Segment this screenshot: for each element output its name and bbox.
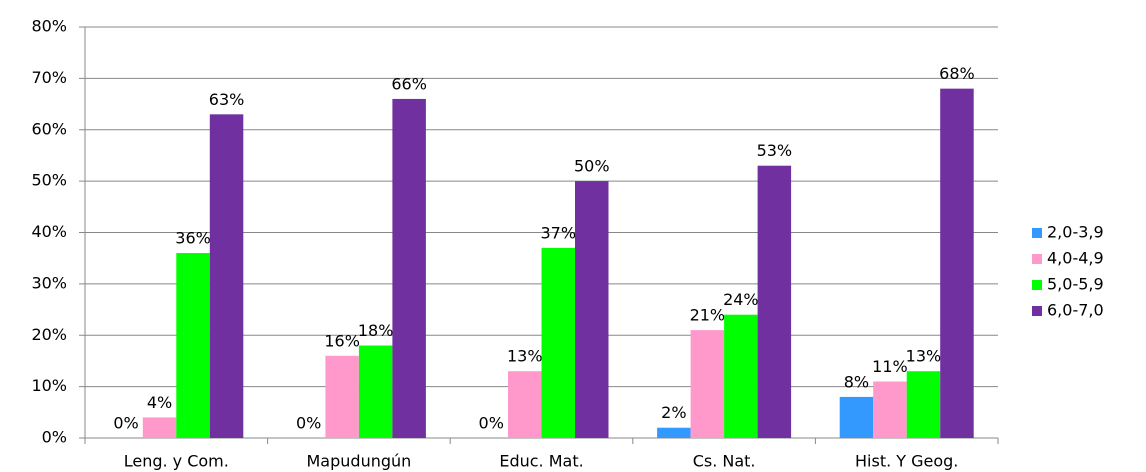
- x-tick-label: Mapudungún: [307, 452, 412, 471]
- y-tick-label: 20%: [31, 325, 67, 344]
- bar: [757, 165, 792, 438]
- y-tick-label: 70%: [31, 68, 67, 87]
- value-label: 2%: [661, 403, 686, 422]
- bar: [940, 88, 974, 439]
- bar: [690, 330, 725, 438]
- value-label: 68%: [939, 64, 975, 83]
- x-tick-label: Hist. Y Geog.: [855, 452, 958, 471]
- value-label: 50%: [574, 157, 610, 176]
- legend-swatch: [1032, 306, 1042, 316]
- value-label: 13%: [906, 347, 942, 366]
- legend-swatch: [1032, 254, 1042, 264]
- bar: [657, 427, 691, 438]
- value-label: 53%: [757, 141, 793, 160]
- x-tick-label: Leng. y Com.: [124, 452, 229, 471]
- legend-swatch: [1032, 280, 1042, 290]
- legend-label: 2,0-3,9: [1047, 223, 1104, 242]
- value-label: 18%: [358, 321, 394, 340]
- x-tick-label: Educ. Mat.: [499, 452, 583, 471]
- bar: [392, 98, 426, 439]
- value-label: 36%: [175, 229, 211, 248]
- bar: [541, 247, 575, 438]
- bar: [142, 417, 177, 438]
- bar: [873, 381, 907, 438]
- bar: [508, 371, 542, 438]
- bar: [358, 345, 393, 438]
- value-label: 37%: [540, 223, 576, 242]
- y-tick-label: 50%: [31, 171, 67, 190]
- bar: [209, 114, 244, 439]
- value-label: 4%: [147, 393, 172, 412]
- value-label: 0%: [113, 414, 138, 433]
- value-label: 8%: [844, 372, 869, 391]
- y-tick-label: 60%: [31, 119, 67, 138]
- bar: [906, 371, 941, 438]
- y-tick-label: 30%: [31, 273, 67, 292]
- value-label: 0%: [296, 414, 321, 433]
- legend-label: 5,0-5,9: [1047, 275, 1104, 294]
- bar: [724, 314, 758, 438]
- y-tick-label: 10%: [31, 376, 67, 395]
- value-label: 24%: [723, 290, 759, 309]
- value-label: 21%: [690, 306, 726, 325]
- value-label: 16%: [324, 331, 360, 350]
- y-tick-label: 40%: [31, 222, 67, 241]
- value-label: 66%: [391, 74, 427, 93]
- value-label: 13%: [507, 347, 543, 366]
- y-tick-label: 0%: [42, 428, 67, 447]
- legend-swatch: [1032, 228, 1042, 238]
- bar: [575, 181, 609, 438]
- legend-label: 4,0-4,9: [1047, 249, 1104, 268]
- value-label: 63%: [209, 90, 245, 109]
- y-tick-label: 80%: [31, 17, 67, 36]
- value-label: 0%: [479, 414, 504, 433]
- value-label: 11%: [872, 357, 908, 376]
- x-tick-label: Cs. Nat.: [693, 452, 756, 471]
- bar: [325, 355, 359, 438]
- bar: [176, 253, 210, 438]
- bar: [839, 396, 874, 438]
- legend-label: 6,0-7,0: [1047, 301, 1104, 320]
